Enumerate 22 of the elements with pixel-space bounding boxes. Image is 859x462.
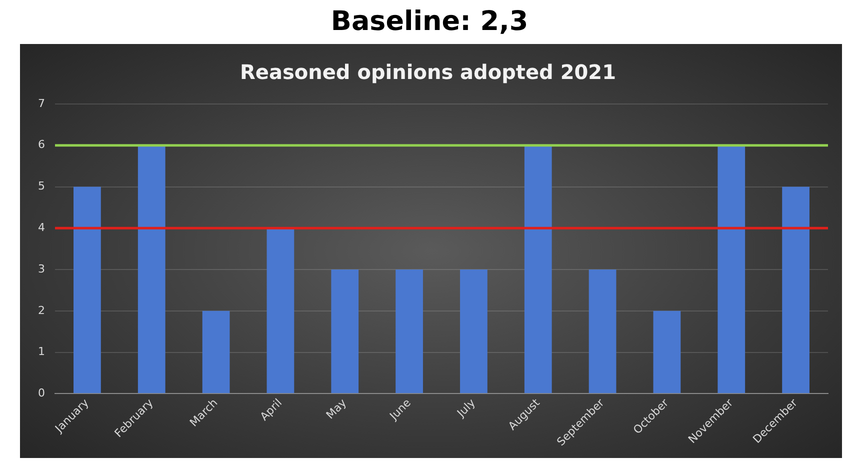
y-tick-label: 1 [38, 345, 45, 358]
bar [653, 310, 681, 394]
bar [460, 270, 488, 394]
y-tick-label: 0 [38, 386, 45, 400]
y-tick-label: 4 [38, 221, 45, 234]
bar [138, 145, 166, 394]
bar [396, 270, 423, 394]
y-tick-label: 7 [38, 96, 45, 110]
y-tick-label: 3 [38, 262, 45, 276]
y-tick-label: 5 [38, 180, 45, 193]
bar [266, 228, 294, 394]
bar [331, 270, 359, 394]
bar [74, 186, 101, 394]
bar [524, 145, 552, 394]
chart-title: Reasoned opinions adopted 2021 [240, 60, 616, 84]
bar [718, 145, 746, 394]
bar [588, 270, 616, 394]
bar [782, 186, 810, 394]
bar [202, 310, 230, 394]
y-tick-label: 6 [38, 138, 45, 152]
y-tick-label: 2 [38, 304, 45, 317]
text: Baseline: 2,3 [330, 6, 530, 37]
